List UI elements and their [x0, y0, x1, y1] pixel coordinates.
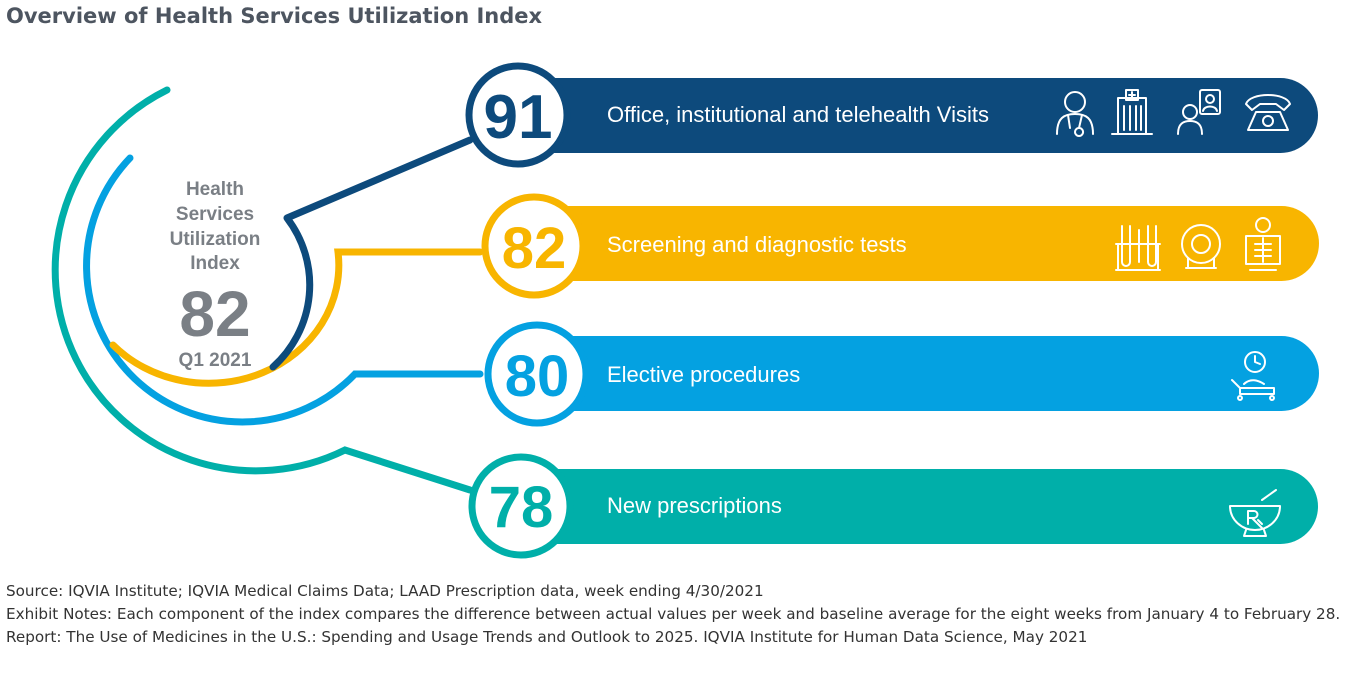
mri-scanner-icon [1181, 224, 1221, 269]
doctor-icon [1056, 91, 1094, 137]
component-value: 80 [505, 344, 570, 409]
component-value: 91 [484, 83, 553, 152]
center-label-line: Index [190, 253, 240, 274]
center-index: Health Services Utilization Index 82 Q1 … [170, 179, 261, 371]
component-label: New prescriptions [607, 493, 782, 518]
test-tubes-icon [1115, 225, 1161, 271]
component-badge [481, 193, 587, 299]
hospital-building-icon [1111, 89, 1153, 135]
arc-elective-procedures [83, 154, 484, 426]
index-diagram: Health Services Utilization Index 82 Q1 … [51, 62, 1319, 559]
component-badge [465, 62, 571, 168]
footer-notes: Source: IQVIA Institute; IQVIA Medical C… [6, 580, 1341, 649]
telehealth-tablet-icon [1177, 89, 1221, 135]
mortar-pestle-rx-icon [1229, 489, 1281, 537]
component-bar [500, 469, 1318, 544]
center-label-line: Health [186, 179, 244, 200]
component-badge [468, 453, 574, 559]
component-value: 78 [489, 475, 554, 540]
component-row-screening-tests: 82 Screening and diagnostic tests [481, 193, 1319, 299]
component-label: Screening and diagnostic tests [607, 232, 907, 257]
center-label-line: Services [176, 204, 254, 225]
component-badge [484, 321, 590, 427]
center-label-line: Utilization [170, 229, 261, 250]
component-row-office-visits: 91 Office, institutional and telehealth … [465, 62, 1318, 168]
component-label: Office, institutional and telehealth Vis… [607, 102, 989, 127]
center-period: Q1 2021 [179, 350, 252, 371]
exhibit-note: Exhibit Notes: Each component of the ind… [6, 605, 1341, 623]
component-bar [515, 336, 1319, 411]
component-label: Elective procedures [607, 362, 800, 387]
arc-office-visits [269, 136, 474, 371]
telephone-icon [1245, 94, 1291, 131]
arc-screening-tests [109, 248, 484, 387]
report-note: Report: The Use of Medicines in the U.S.… [6, 628, 1088, 646]
component-value: 82 [502, 216, 567, 281]
source-note: Source: IQVIA Institute; IQVIA Medical C… [6, 582, 764, 600]
page-title: Overview of Health Services Utilization … [6, 4, 543, 28]
component-row-new-prescriptions: 78 New prescriptions [468, 453, 1318, 559]
center-value: 82 [179, 278, 250, 350]
component-row-elective-procedures: 80 Elective procedures [484, 321, 1319, 427]
xray-icon [1245, 217, 1281, 271]
patient-bed-clock-icon [1231, 351, 1275, 401]
arc-new-prescriptions [51, 86, 474, 494]
